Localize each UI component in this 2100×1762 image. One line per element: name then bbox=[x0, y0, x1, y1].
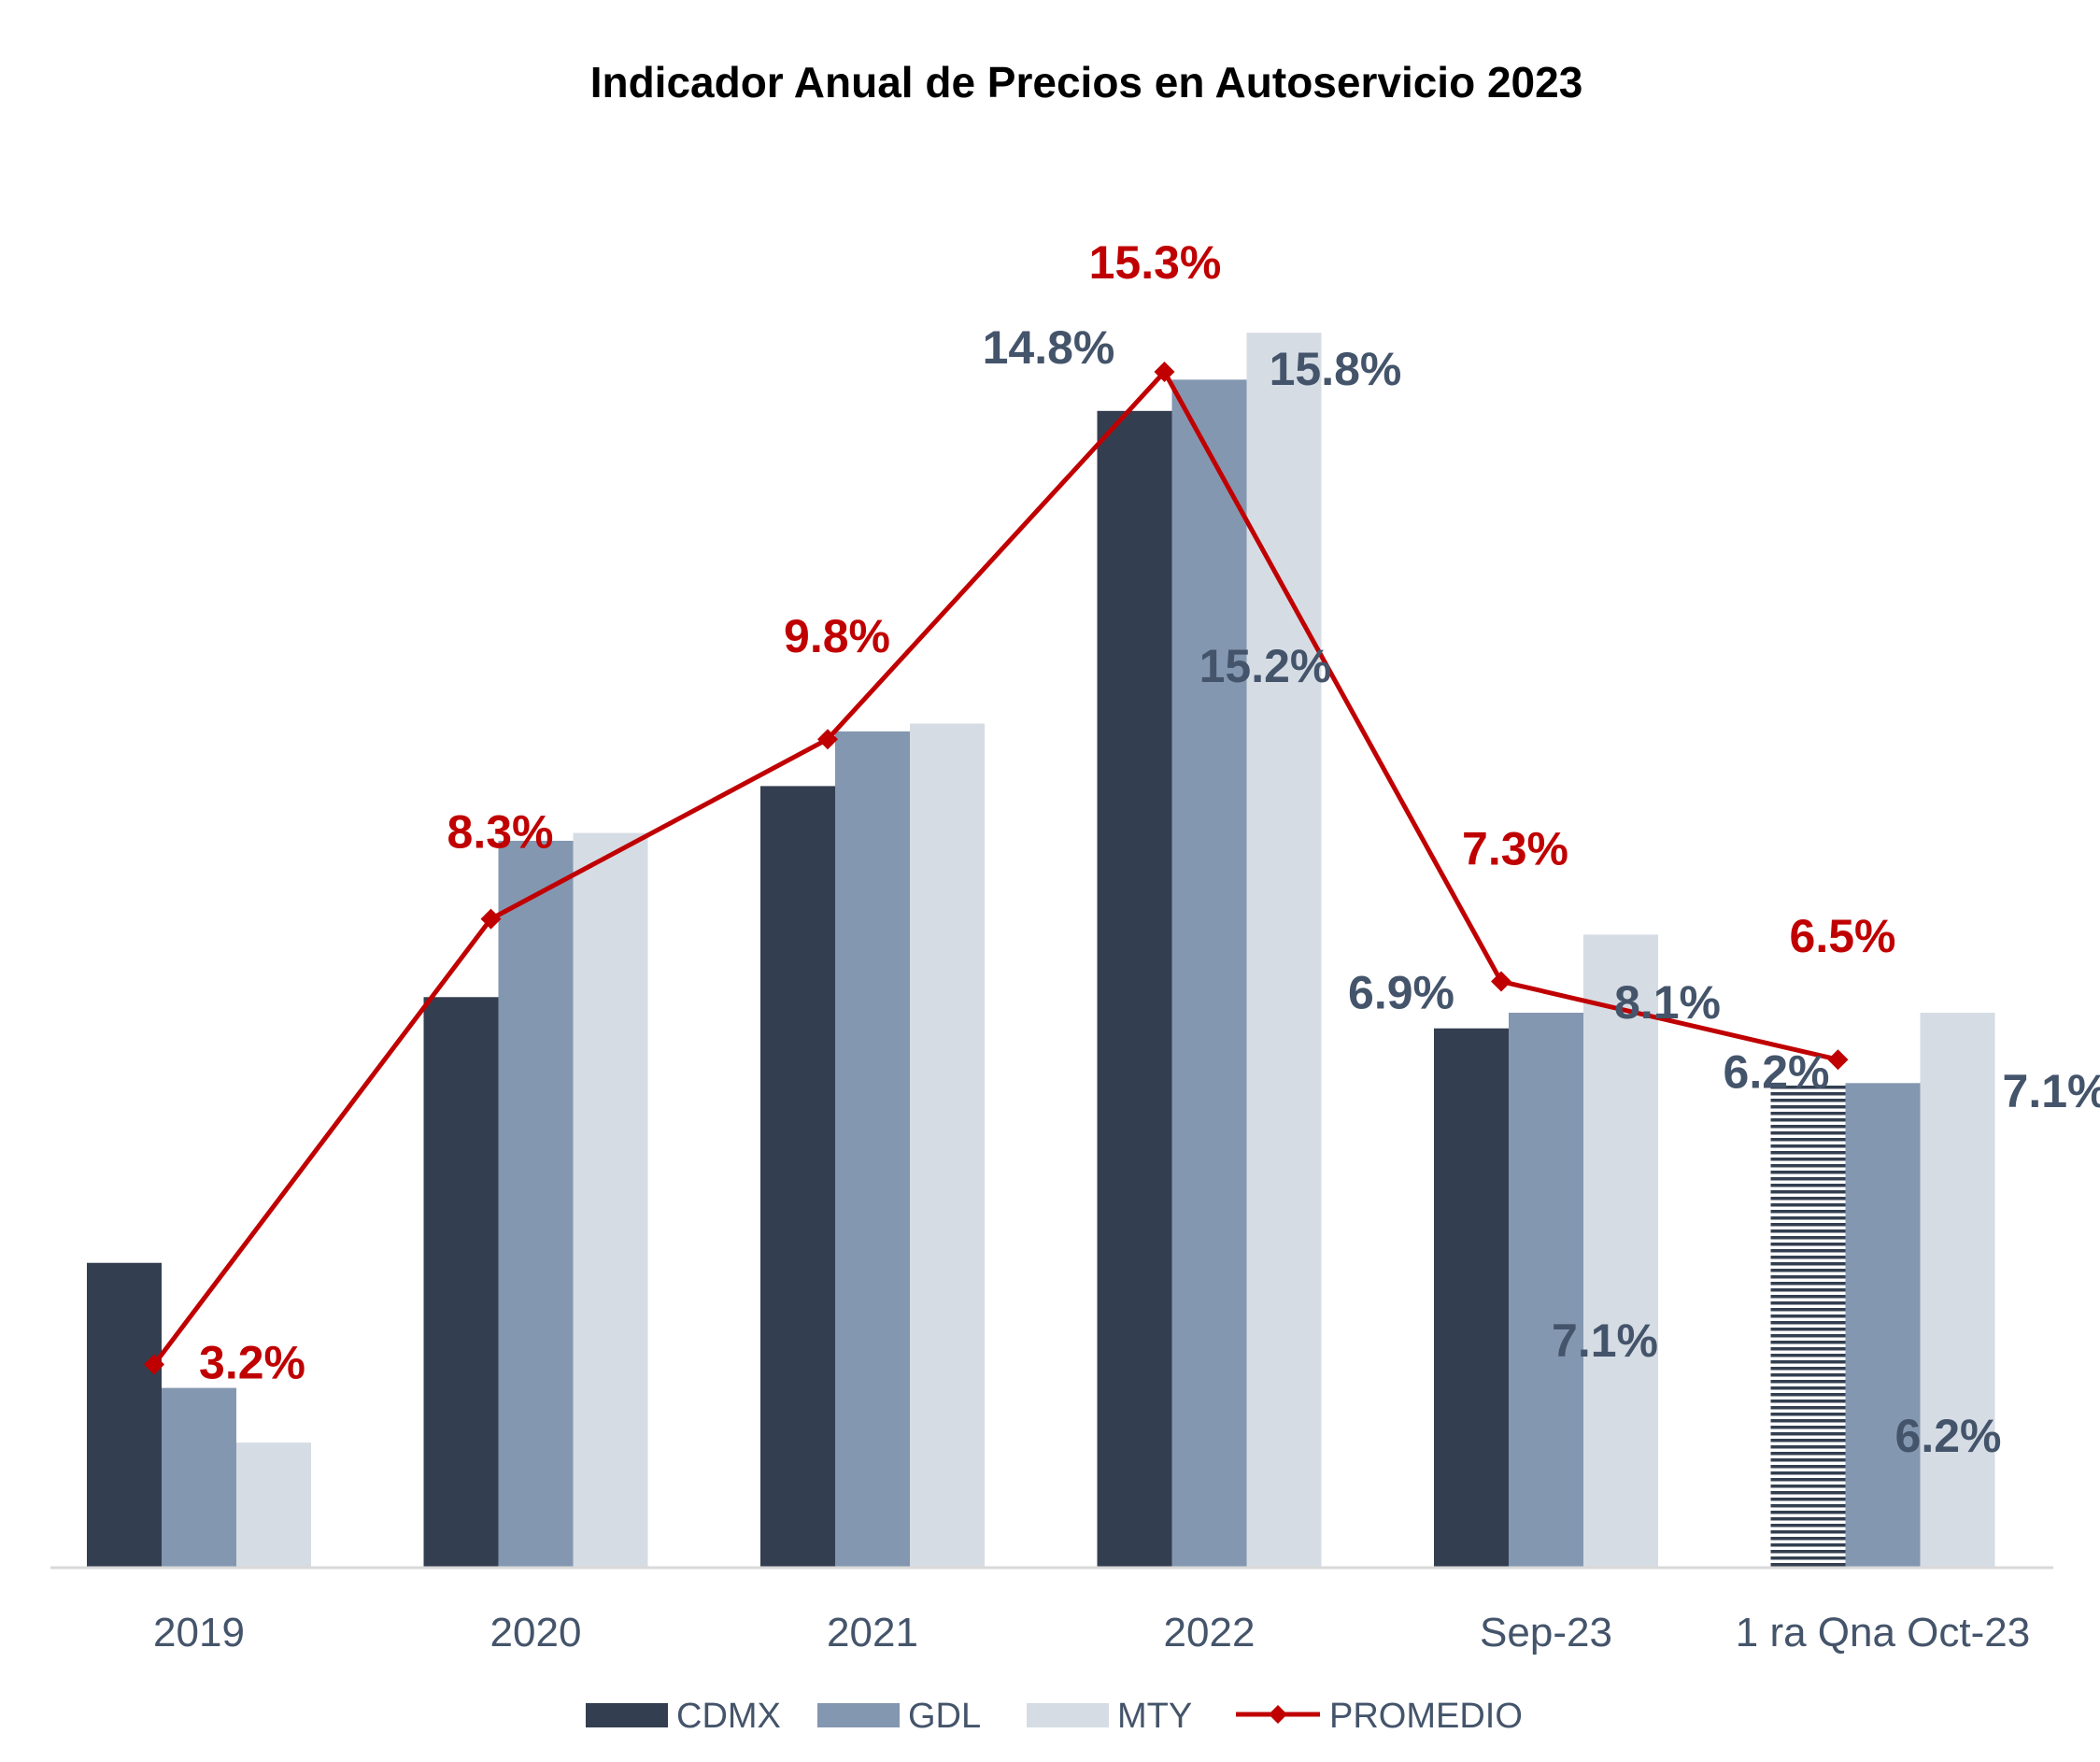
legend-item-mty: MTY bbox=[1027, 1697, 1192, 1736]
legend-swatch-mty bbox=[1027, 1703, 1109, 1727]
bar-mty-4 bbox=[1583, 934, 1658, 1568]
chart-title: Indicador Anual de Precios en Autoservic… bbox=[590, 58, 1583, 107]
bar-cdmx-4 bbox=[1434, 1028, 1509, 1568]
legend-item-gdl: GDL bbox=[817, 1697, 981, 1736]
bar-cdmx-2 bbox=[760, 786, 835, 1568]
promedio-label-4: 7.3% bbox=[1462, 823, 1568, 875]
bar-gdl-4 bbox=[1509, 1013, 1583, 1568]
promedio-marker-5 bbox=[1827, 1049, 1849, 1071]
bar-label-mty-4: 8.1% bbox=[1614, 976, 1721, 1029]
bar-label-cdmx-5: 6.2% bbox=[1724, 1045, 1830, 1098]
legend-label-cdmx: CDMX bbox=[676, 1697, 781, 1736]
bar-label-gdl-4: 7.1% bbox=[1552, 1314, 1658, 1367]
bar-label-gdl-5: 6.2% bbox=[1895, 1410, 2002, 1462]
data-labels-layer: 14.8%15.2%15.8%6.9%7.1%8.1%6.2%6.2%7.1%3… bbox=[199, 236, 2100, 1462]
promedio-label-5: 6.5% bbox=[1790, 910, 1896, 962]
legend-swatch-gdl bbox=[817, 1703, 900, 1727]
x-tick-label-0: 2019 bbox=[153, 1610, 245, 1655]
average-line-layer bbox=[144, 362, 1849, 1375]
bar-gdl-0 bbox=[162, 1387, 236, 1568]
promedio-line bbox=[152, 369, 1839, 1366]
bar-gdl-3 bbox=[1171, 379, 1247, 1568]
legend-swatch-cdmx bbox=[586, 1703, 668, 1727]
legend-swatch-marker bbox=[1269, 1705, 1287, 1724]
bar-mty-2 bbox=[910, 723, 985, 1568]
bar-label-mty-5: 7.1% bbox=[2003, 1065, 2100, 1117]
bar-label-gdl-3: 15.2% bbox=[1199, 640, 1332, 692]
legend-item-cdmx: CDMX bbox=[586, 1697, 781, 1736]
x-tick-label-1: 2020 bbox=[490, 1610, 582, 1655]
legend-item-promedio: PROMEDIO bbox=[1236, 1697, 1523, 1736]
x-tick-labels: 2019 2020 2021 2022 Sep-23 1 ra Qna Oct-23 bbox=[153, 1610, 2030, 1655]
promedio-label-3: 15.3% bbox=[1089, 236, 1222, 289]
bar-label-mty-3: 15.8% bbox=[1270, 343, 1402, 395]
bars-layer bbox=[87, 333, 1995, 1568]
bar-gdl-2 bbox=[835, 731, 910, 1568]
x-tick-label-2: 2021 bbox=[827, 1610, 918, 1655]
bar-gdl-5 bbox=[1845, 1083, 1921, 1568]
bar-label-cdmx-4: 6.9% bbox=[1348, 967, 1454, 1019]
x-tick-label-3: 2022 bbox=[1164, 1610, 1256, 1655]
bar-cdmx-3 bbox=[1097, 410, 1172, 1568]
bar-gdl-1 bbox=[498, 840, 574, 1568]
promedio-marker-2 bbox=[817, 729, 838, 750]
bar-cdmx-0 bbox=[87, 1262, 162, 1568]
promedio-label-0: 3.2% bbox=[199, 1336, 305, 1388]
x-tick-label-5: 1 ra Qna Oct-23 bbox=[1736, 1610, 2030, 1655]
bar-cdmx-5 bbox=[1770, 1083, 1846, 1568]
bar-mty-0 bbox=[236, 1442, 311, 1568]
promedio-marker-0 bbox=[144, 1354, 164, 1375]
legend-label-mty: MTY bbox=[1117, 1697, 1192, 1736]
bar-mty-5 bbox=[1920, 1013, 1995, 1568]
legend-label-gdl: GDL bbox=[908, 1697, 981, 1736]
promedio-label-1: 8.3% bbox=[447, 806, 554, 859]
bar-cdmx-1 bbox=[423, 997, 499, 1568]
bar-mty-3 bbox=[1246, 333, 1322, 1568]
promedio-label-2: 9.8% bbox=[784, 610, 890, 662]
legend: CDMX GDL MTY PROMEDIO bbox=[586, 1697, 1523, 1736]
promedio-marker-3 bbox=[1154, 362, 1175, 383]
legend-label-promedio: PROMEDIO bbox=[1329, 1697, 1523, 1736]
bar-mty-1 bbox=[573, 832, 648, 1568]
promedio-marker-4 bbox=[1491, 971, 1511, 992]
x-tick-label-4: Sep-23 bbox=[1480, 1610, 1612, 1655]
promedio-marker-1 bbox=[480, 908, 502, 930]
bar-label-cdmx-3: 14.8% bbox=[983, 321, 1115, 374]
